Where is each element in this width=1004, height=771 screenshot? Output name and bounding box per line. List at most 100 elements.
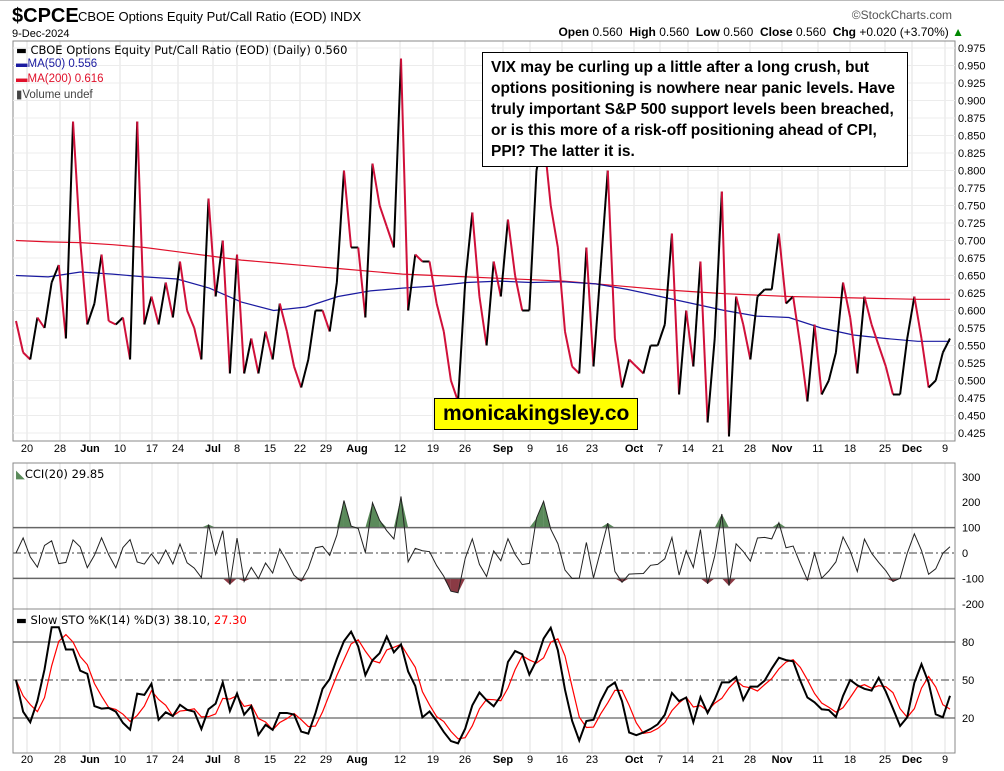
price-segment bbox=[572, 367, 579, 374]
price-segment bbox=[223, 241, 230, 374]
price-segment bbox=[608, 171, 615, 339]
x-tick-label: 9 bbox=[942, 443, 948, 455]
sto-d-line bbox=[16, 635, 950, 739]
legend-volume: ▮Volume undef bbox=[16, 87, 93, 101]
x-tick-label: 26 bbox=[459, 754, 471, 766]
legend-price: ▬ CBOE Options Equity Put/Call Ratio (EO… bbox=[16, 43, 347, 57]
price-segment bbox=[636, 367, 643, 374]
price-segment bbox=[387, 227, 394, 248]
y-tick-label: 0.675 bbox=[958, 253, 986, 265]
x-tick-label: Jun bbox=[80, 443, 100, 455]
price-segment bbox=[494, 262, 501, 297]
x-tick-label: 23 bbox=[586, 754, 598, 766]
x-tick-label: Nov bbox=[772, 754, 794, 766]
y-tick-label: 0.550 bbox=[958, 341, 986, 353]
price-segment bbox=[907, 297, 914, 339]
x-tick-label: 11 bbox=[812, 754, 823, 766]
price-segment bbox=[123, 318, 130, 360]
price-segment bbox=[479, 297, 486, 346]
cci-fill bbox=[365, 503, 372, 528]
cci-y-tick: -100 bbox=[962, 573, 984, 585]
price-segment bbox=[622, 360, 629, 388]
y-tick-label: 0.825 bbox=[958, 148, 986, 160]
x-tick-label: 19 bbox=[427, 754, 439, 766]
legend-ma200-text: MA(200) 0.616 bbox=[28, 73, 104, 85]
x-tick-label: 21 bbox=[712, 443, 724, 455]
x-tick-label: 18 bbox=[844, 443, 856, 455]
x-tick-label: 7 bbox=[657, 443, 663, 455]
y-tick-label: 0.425 bbox=[958, 428, 986, 440]
price-segment bbox=[251, 339, 258, 374]
price-segment bbox=[230, 255, 237, 374]
price-segment bbox=[337, 171, 344, 283]
y-tick-label: 0.800 bbox=[958, 166, 986, 178]
price-segment bbox=[159, 283, 166, 325]
sto-y-tick: 50 bbox=[962, 675, 974, 687]
x-tick-label: Oct bbox=[625, 443, 644, 455]
price-segment bbox=[472, 213, 479, 297]
x-tick-label: 8 bbox=[234, 754, 240, 766]
price-segment bbox=[914, 297, 921, 339]
x-tick-label: Sep bbox=[493, 754, 513, 766]
x-tick-label: 26 bbox=[459, 443, 471, 455]
price-segment bbox=[37, 318, 44, 329]
x-tick-label: 11 bbox=[812, 443, 823, 455]
price-segment bbox=[301, 360, 308, 388]
x-tick-label: Jul bbox=[205, 754, 221, 766]
cci-y-tick: 0 bbox=[962, 548, 968, 560]
y-tick-label: 0.600 bbox=[958, 306, 986, 318]
x-tick-label: 24 bbox=[172, 443, 184, 455]
cci-y-tick: -200 bbox=[962, 599, 984, 611]
price-segment bbox=[209, 199, 216, 297]
price-segment bbox=[800, 346, 807, 402]
y-tick-label: 0.875 bbox=[958, 113, 986, 125]
sto-y-tick: 80 bbox=[962, 637, 974, 649]
price-segment bbox=[273, 304, 280, 360]
price-segment bbox=[330, 283, 337, 332]
price-segment bbox=[216, 241, 223, 297]
panel-frame-1 bbox=[13, 463, 955, 609]
y-tick-label: 0.900 bbox=[958, 96, 986, 108]
price-segment bbox=[258, 332, 265, 374]
y-tick-label: 0.750 bbox=[958, 201, 986, 213]
price-segment bbox=[372, 164, 379, 206]
x-tick-label: 7 bbox=[657, 754, 663, 766]
price-segment bbox=[743, 325, 750, 360]
price-segment bbox=[772, 234, 779, 290]
x-tick-label: 16 bbox=[556, 754, 568, 766]
x-tick-label: Aug bbox=[346, 754, 367, 766]
cci-y-tick: 300 bbox=[962, 472, 980, 484]
price-segment bbox=[900, 339, 907, 395]
y-tick-label: 0.925 bbox=[958, 78, 986, 90]
x-tick-label: 23 bbox=[586, 443, 598, 455]
x-tick-label: Nov bbox=[772, 443, 794, 455]
cci-icon: ◣ bbox=[16, 467, 25, 481]
x-tick-label: 18 bbox=[844, 754, 856, 766]
price-segment bbox=[843, 283, 850, 318]
x-tick-label: 20 bbox=[21, 754, 33, 766]
x-tick-label: 9 bbox=[942, 754, 948, 766]
price-segment bbox=[166, 283, 173, 318]
price-segment bbox=[80, 241, 87, 325]
price-segment bbox=[94, 255, 101, 304]
ma50-line bbox=[16, 272, 950, 341]
price-segment bbox=[565, 332, 572, 367]
x-tick-label: 9 bbox=[527, 754, 533, 766]
ma200-line bbox=[16, 241, 950, 300]
x-tick-label: 21 bbox=[712, 754, 724, 766]
price-segment bbox=[829, 353, 836, 381]
x-tick-label: 20 bbox=[21, 443, 33, 455]
legend-ma50-text: MA(50) 0.556 bbox=[28, 58, 98, 70]
legend-cci-text: CCI(20) 29.85 bbox=[25, 467, 105, 481]
price-segment bbox=[408, 255, 415, 311]
x-tick-label: Jul bbox=[205, 443, 221, 455]
cci-fill bbox=[401, 496, 408, 527]
price-segment bbox=[444, 332, 451, 381]
legend-volume-text: Volume undef bbox=[22, 89, 92, 101]
x-tick-label: Aug bbox=[346, 443, 367, 455]
y-tick-label: 0.500 bbox=[958, 376, 986, 388]
price-segment bbox=[187, 311, 194, 329]
x-tick-label: 14 bbox=[682, 443, 694, 455]
legend-sto-d-text: 27.30 bbox=[214, 613, 247, 627]
